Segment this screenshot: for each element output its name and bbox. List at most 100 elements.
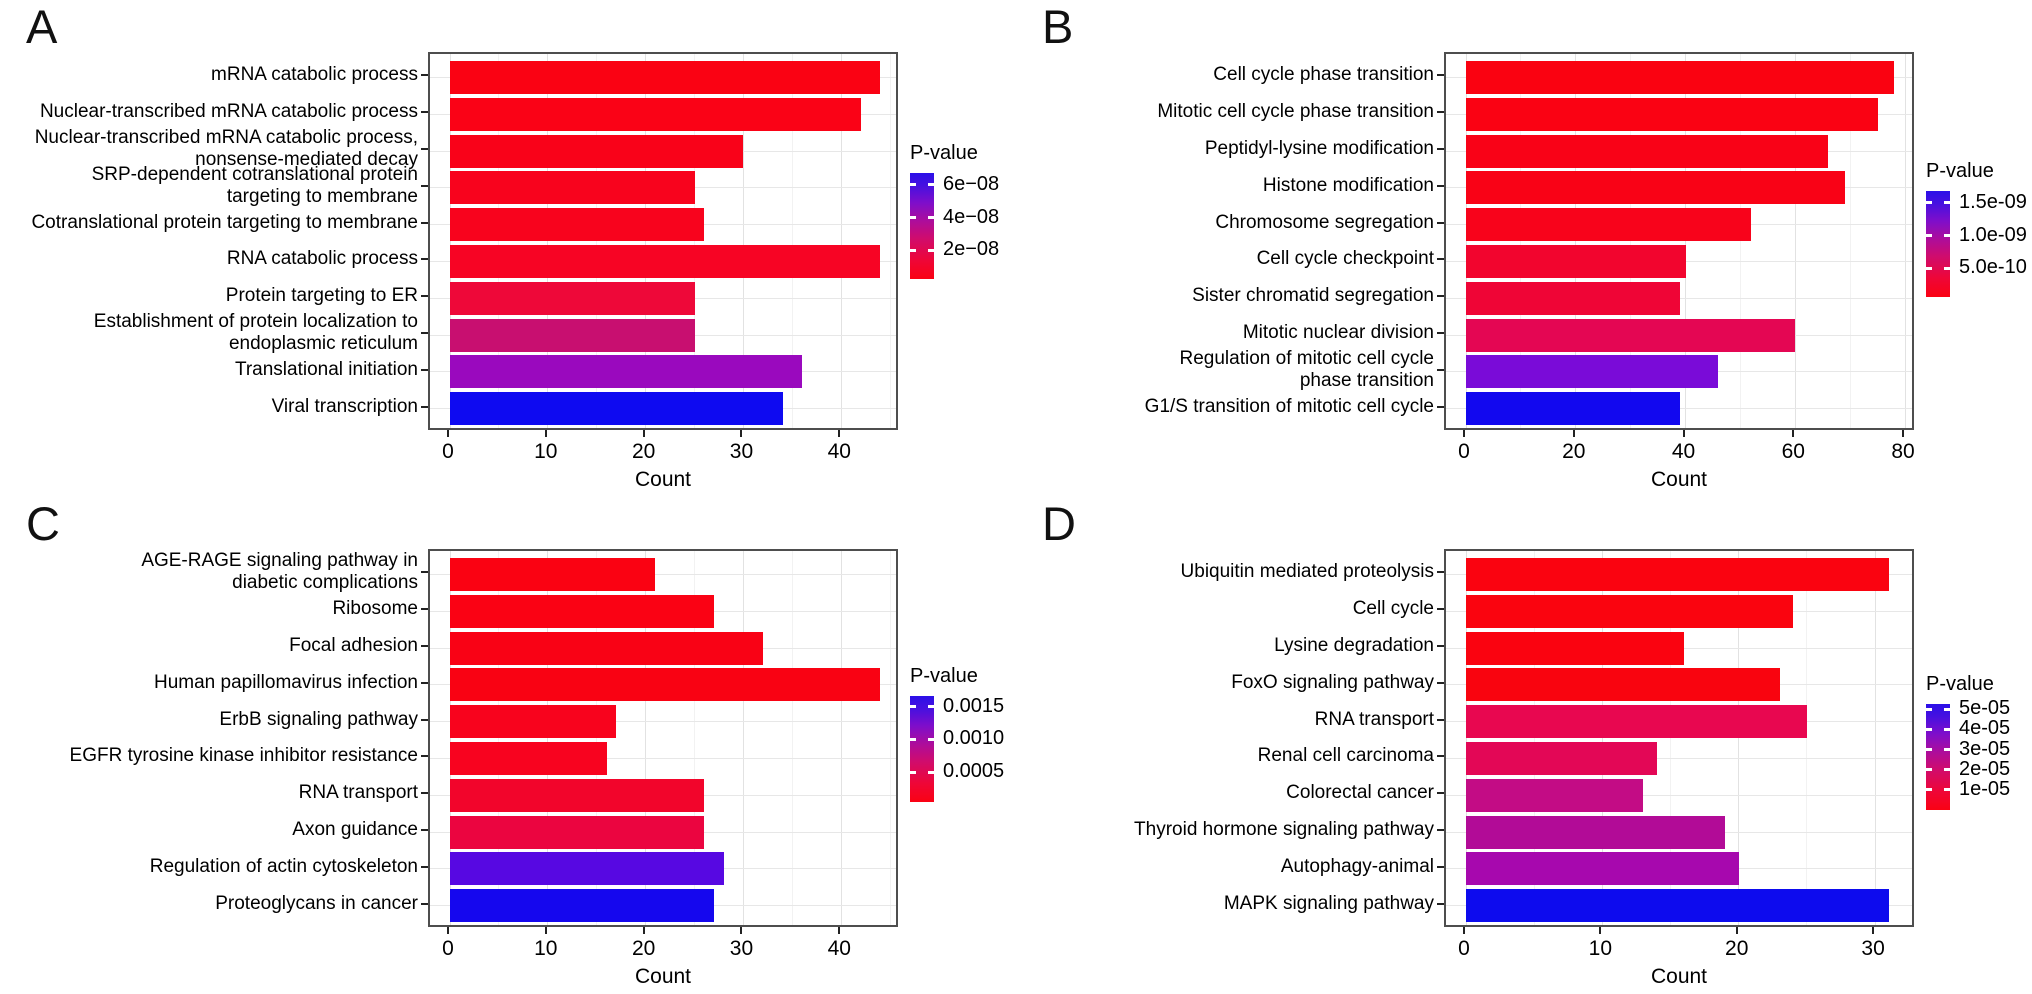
legend-tick-mark (928, 216, 934, 220)
legend-gradient: 1.5e-09 1.0e-09 5.0e-10 (1926, 191, 2027, 297)
plot-area (1444, 52, 1914, 430)
legend-tick-label: 1.5e-09 (1959, 190, 2027, 213)
y-axis-label: Colorectal cancer (1286, 782, 1434, 804)
y-axis-label: Mitotic cell cycle phase transition (1157, 101, 1434, 123)
y-axis-label: RNA catabolic process (226, 248, 418, 270)
legend-tick-mark (1926, 748, 1932, 752)
legend-tick-mark (928, 705, 934, 709)
y-axis-tick (1437, 681, 1444, 684)
bar (1466, 392, 1681, 426)
x-axis-tick (838, 927, 841, 934)
y-axis-label: Human papillomavirus infection (153, 671, 418, 693)
x-tick-label: 40 (1671, 440, 1696, 463)
bar (450, 705, 617, 739)
x-tick-label: 20 (1725, 937, 1749, 960)
x-axis-tick (544, 430, 547, 437)
bar (1466, 318, 1796, 352)
panel-d: D Ubiquitin mediated proteolysis Cell cycl… (1016, 497, 2032, 994)
y-axis-label: RNA transport (298, 782, 418, 804)
legend-title: P-value (910, 665, 978, 687)
y-axis-tick (1437, 755, 1444, 758)
bar (450, 668, 881, 702)
y-axis-tick (421, 829, 428, 831)
bar (1466, 208, 1752, 242)
x-tick-label: 10 (534, 440, 558, 463)
x-tick-label: 60 (1781, 440, 1805, 463)
y-axis-tick (421, 295, 428, 298)
x-axis-tick (642, 430, 645, 437)
bar (1466, 668, 1780, 702)
legend-tick-mark (1926, 234, 1932, 238)
x-axis-tick (1872, 927, 1875, 934)
panel-letter: C (26, 497, 60, 550)
x-tick-label: 20 (631, 937, 656, 960)
y-axis-label: FoxO signaling pathway (1231, 671, 1434, 693)
y-axis-label: Translational initiation (234, 358, 418, 380)
y-axis-tick (421, 221, 428, 224)
y-axis-label: Cell cycle (1352, 598, 1434, 620)
x-axis-title: Count (634, 468, 692, 491)
grid-line-minor (889, 551, 891, 925)
y-axis-tick (421, 865, 428, 868)
x-axis-tick (447, 927, 449, 934)
x-axis-title: Count (1650, 468, 1708, 491)
panel-c: C AGE-RAGE signaling pathway in diabetic … (0, 497, 1016, 994)
bar (450, 852, 724, 886)
x-tick-label: 10 (534, 937, 558, 960)
x-axis-title: Count (1650, 965, 1708, 988)
grid-line-horizontal (430, 757, 896, 759)
y-axis-tick (1437, 221, 1444, 224)
y-axis-tick (421, 148, 428, 150)
legend-tick-mark (910, 183, 916, 187)
y-axis-tick (1437, 829, 1444, 831)
bar (1466, 171, 1845, 205)
legend-tick-mark (1926, 727, 1932, 731)
plot-area (428, 52, 898, 430)
legend-tick-mark (928, 183, 934, 187)
y-axis-tick (1437, 865, 1444, 868)
bar (1466, 778, 1644, 812)
legend-tick-mark (910, 216, 916, 220)
y-axis-tick (1437, 74, 1444, 77)
bar (1466, 889, 1889, 923)
legend-gradient: 5e-05 4e-05 3e-05 2e-05 1e-05 (1926, 697, 2010, 810)
legend-tick-label: 1.0e-09 (1959, 223, 2027, 246)
bar (450, 631, 764, 665)
grid-line-major (1904, 54, 1906, 428)
y-axis-label: Viral transcription (271, 395, 418, 417)
y-axis-tick (421, 792, 428, 795)
x-tick-label: 30 (729, 937, 754, 960)
y-axis-label: ErbB signaling pathway (219, 708, 418, 730)
legend-tick-label: 6e−08 (943, 172, 1000, 195)
legend-tick-mark (1926, 707, 1932, 711)
bar (1466, 281, 1681, 315)
x-tick-label: 0 (1458, 937, 1470, 960)
legend-tick-label: 0.0015 (943, 694, 1005, 717)
y-axis-label: Establishment of protein localization to… (93, 311, 418, 354)
y-axis-tick (421, 368, 428, 371)
grid-line-major (645, 551, 647, 925)
bar (450, 778, 705, 812)
bar (450, 281, 695, 315)
grid-line-major (1874, 551, 1876, 925)
x-axis-tick (740, 927, 743, 934)
y-axis-label: Histone modification (1262, 174, 1434, 196)
legend-tick-mark (1944, 768, 1950, 772)
x-axis-tick (1735, 927, 1738, 934)
panel-letter: B (1042, 0, 1074, 53)
x-axis-tick (1599, 927, 1602, 934)
legend-title: P-value (1926, 673, 1994, 695)
y-axis-tick (1437, 258, 1444, 261)
bar (450, 134, 744, 168)
legend: P-value 6e−08 4e−08 2e−08 (910, 142, 999, 279)
legend-tick-mark (910, 248, 916, 252)
y-axis-tick (1437, 332, 1444, 334)
y-axis-label: AGE-RAGE signaling pathway in diabetic c… (141, 550, 418, 594)
y-axis-tick (1437, 571, 1444, 574)
bar (450, 171, 695, 205)
y-axis-label: G1/S transition of mitotic cell cycle (1144, 395, 1434, 417)
grid-line-major (742, 551, 744, 925)
legend-tick-mark (928, 770, 934, 774)
y-axis-label: Mitotic nuclear division (1242, 322, 1434, 344)
grid-line-minor (1806, 551, 1808, 925)
